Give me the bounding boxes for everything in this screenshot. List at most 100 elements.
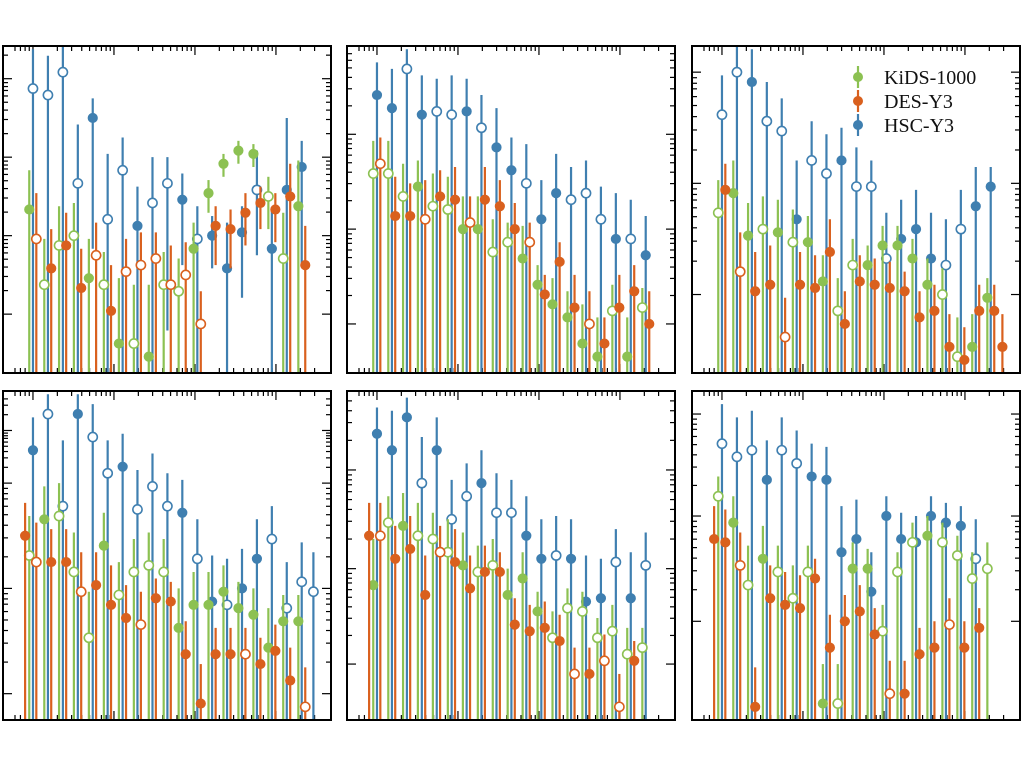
data-point-hsc — [431, 106, 443, 117]
data-point-kids — [577, 338, 588, 349]
data-point-des — [449, 194, 461, 205]
data-point-kids — [951, 550, 963, 561]
data-point-hsc — [72, 408, 83, 420]
data-point-hsc — [761, 115, 773, 127]
data-point-hsc — [940, 259, 952, 271]
data-point-hsc — [117, 461, 128, 472]
data-point-hsc — [910, 224, 922, 235]
data-point-des — [135, 259, 147, 271]
data-point-des — [974, 622, 985, 633]
data-point-hsc — [716, 109, 728, 121]
data-point-hsc — [955, 520, 966, 531]
data-point-kids — [427, 533, 439, 545]
data-point-kids — [967, 341, 978, 352]
data-point-kids — [772, 566, 784, 578]
data-point-des — [120, 266, 132, 278]
data-point-des — [914, 649, 925, 660]
data-point-kids — [218, 158, 229, 169]
data-point-hsc — [371, 428, 383, 439]
data-point-kids — [712, 207, 724, 219]
data-point-des — [809, 282, 821, 294]
data-point-hsc — [42, 408, 54, 420]
data-point-kids — [442, 204, 454, 215]
data-point-kids — [472, 224, 483, 235]
data-point-kids — [457, 224, 468, 235]
data-point-kids — [68, 566, 80, 578]
panel-2 — [346, 45, 676, 374]
data-point-des — [285, 675, 296, 686]
data-point-kids — [173, 285, 185, 297]
data-point-hsc — [117, 164, 129, 176]
data-point-des — [165, 596, 176, 607]
data-point-des — [20, 530, 31, 541]
panel-1 — [2, 45, 332, 374]
panel-1-frame — [2, 45, 332, 374]
data-point-des — [709, 533, 720, 545]
data-point-des — [449, 556, 461, 568]
data-point-des — [195, 698, 206, 709]
data-point-hsc — [640, 250, 651, 261]
data-point-hsc — [896, 533, 907, 545]
data-point-des — [539, 622, 550, 633]
data-point-hsc — [401, 412, 412, 423]
data-point-des — [435, 191, 446, 202]
data-point-des — [914, 312, 925, 323]
data-point-des — [613, 701, 625, 713]
data-point-des — [390, 553, 401, 564]
data-point-des — [494, 566, 505, 578]
data-point-kids — [532, 606, 543, 617]
data-point-hsc — [147, 197, 158, 209]
data-point-hsc — [251, 553, 263, 564]
data-point-hsc — [821, 168, 832, 179]
panel-5-frame — [346, 390, 676, 721]
data-point-hsc — [806, 155, 818, 166]
data-point-kids — [847, 563, 858, 574]
data-point-des — [959, 354, 970, 366]
data-point-kids — [128, 566, 140, 578]
series-kids — [367, 140, 648, 373]
data-point-des — [105, 599, 117, 610]
data-point-des — [809, 573, 821, 584]
data-point-hsc — [177, 194, 188, 205]
data-point-kids — [113, 338, 124, 349]
legend: KiDS-1000 DES-Y3 HSC-Y3 — [853, 66, 976, 137]
data-point-hsc — [506, 165, 517, 176]
data-point-des — [524, 236, 536, 248]
data-point-kids — [892, 240, 903, 251]
data-point-hsc — [27, 83, 39, 94]
data-point-kids — [757, 553, 768, 564]
data-point-kids — [83, 273, 94, 284]
data-point-kids — [606, 625, 618, 637]
data-point-kids — [98, 279, 110, 291]
data-point-des — [974, 305, 985, 316]
panel-3 — [691, 45, 1021, 374]
data-point-des — [720, 184, 731, 195]
legend-label-des: DES-Y3 — [884, 91, 953, 113]
data-point-des — [240, 648, 251, 660]
series-hsc — [27, 46, 307, 373]
data-point-des — [584, 318, 595, 330]
legend-label-hsc: HSC-Y3 — [884, 115, 954, 137]
data-point-des — [765, 593, 776, 604]
data-point-des — [629, 286, 640, 297]
panel-3-frame — [691, 45, 1021, 374]
series-des — [709, 506, 985, 720]
data-point-des — [195, 318, 207, 330]
data-point-hsc — [776, 125, 788, 137]
data-point-kids — [203, 188, 214, 199]
data-point-hsc — [308, 586, 319, 598]
data-point-hsc — [207, 230, 218, 241]
data-point-kids — [278, 616, 289, 627]
series-des — [720, 163, 1008, 373]
data-point-hsc — [565, 194, 577, 206]
legend-item-des: DES-Y3 — [853, 90, 953, 113]
data-point-des — [989, 305, 1000, 316]
data-point-kids — [937, 536, 948, 548]
data-point-kids — [757, 223, 769, 235]
data-point-hsc — [595, 593, 607, 604]
data-point-des — [750, 286, 761, 297]
data-point-kids — [981, 563, 993, 575]
data-point-hsc — [491, 507, 502, 519]
data-point-hsc — [881, 510, 892, 522]
data-point-kids — [487, 246, 499, 258]
